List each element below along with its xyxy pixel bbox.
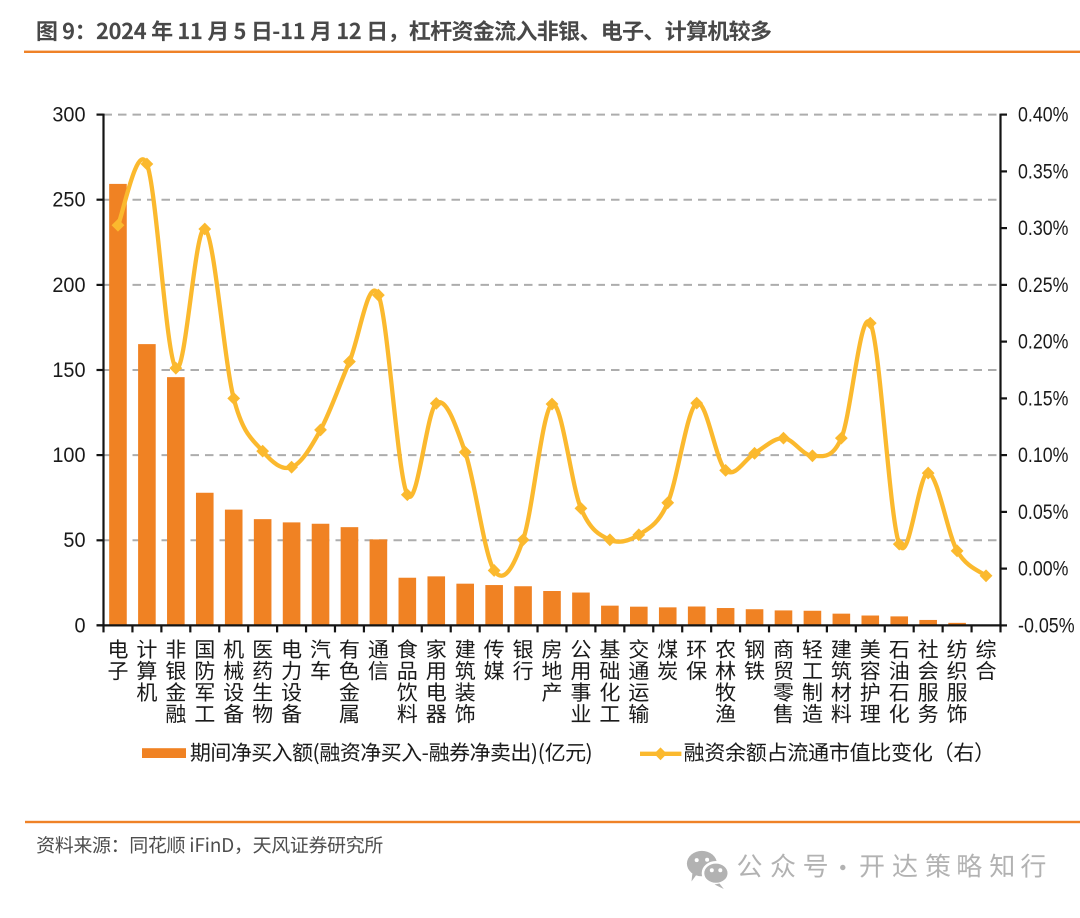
svg-text:0.10%: 0.10% [1018, 444, 1068, 467]
svg-text:0.25%: 0.25% [1018, 274, 1068, 297]
svg-text:0.35%: 0.35% [1018, 160, 1068, 183]
svg-text:250: 250 [52, 189, 85, 212]
svg-text:300: 300 [52, 104, 85, 127]
svg-text:50: 50 [63, 529, 85, 552]
svg-text:0.40%: 0.40% [1018, 104, 1068, 127]
svg-text:0.15%: 0.15% [1018, 387, 1068, 410]
svg-text:150: 150 [52, 359, 85, 382]
svg-text:-0.05%: -0.05% [1018, 614, 1075, 637]
svg-text:0: 0 [74, 614, 85, 637]
svg-text:100: 100 [52, 444, 85, 467]
svg-text:0.30%: 0.30% [1018, 217, 1068, 240]
svg-text:200: 200 [52, 274, 85, 297]
svg-text:0.20%: 0.20% [1018, 331, 1068, 354]
svg-text:0.05%: 0.05% [1018, 501, 1068, 524]
svg-text:0.00%: 0.00% [1018, 558, 1068, 581]
